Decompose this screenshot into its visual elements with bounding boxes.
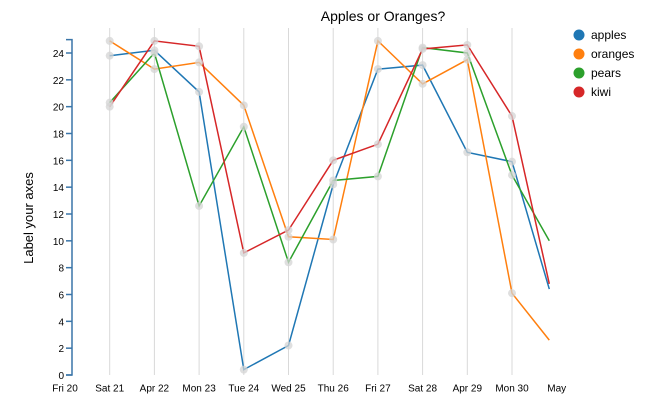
data-point-kiwi	[329, 156, 338, 165]
legend-swatch-oranges[interactable]	[573, 48, 585, 60]
y-tick-label: 2	[58, 344, 64, 355]
legend-swatch-pears[interactable]	[573, 67, 585, 79]
data-point-kiwi	[150, 36, 159, 45]
series-line-oranges	[109, 39, 550, 341]
x-tick-label: Tue 24	[228, 383, 259, 394]
data-point-oranges	[239, 101, 248, 110]
y-tick-label: 12	[53, 210, 65, 221]
data-point-apples	[418, 61, 427, 70]
y-tick-label: 24	[53, 49, 65, 60]
data-point-kiwi	[418, 44, 427, 53]
series-layer	[109, 39, 551, 371]
x-axis: Fri 20 Sat 21 Apr 22 Mon 23 Tue 24 Wed 25 Thu …	[52, 383, 566, 394]
legend: apples oranges pears kiwi	[573, 28, 634, 99]
x-tick-label: Sat 28	[408, 383, 437, 394]
y-tick-label: 16	[53, 156, 65, 167]
y-tick-label: 8	[58, 264, 64, 275]
data-point-oranges	[418, 79, 427, 88]
legend-label-pears[interactable]: pears	[591, 66, 621, 80]
y-tick-label: 0	[58, 371, 64, 382]
data-point-oranges	[508, 289, 516, 298]
x-tick-label: Mon 30	[495, 383, 529, 394]
data-point-kiwi	[463, 40, 472, 49]
y-tick-label: 18	[53, 130, 65, 141]
x-tick-label: Apr 22	[140, 383, 170, 394]
x-tick-label: Apr 29	[453, 383, 483, 394]
data-point-apples	[284, 341, 293, 350]
data-point-apples	[105, 51, 114, 60]
legend-label-apples[interactable]: apples	[591, 28, 626, 42]
points-layer	[105, 36, 516, 374]
data-point-oranges	[373, 36, 382, 45]
y-axis-line	[66, 38, 73, 376]
grid	[109, 28, 513, 375]
data-point-pears	[508, 171, 516, 180]
legend-label-oranges[interactable]: oranges	[591, 47, 634, 61]
data-point-oranges	[105, 36, 114, 45]
data-point-pears	[150, 49, 159, 57]
y-tick-label: 4	[58, 317, 64, 328]
y-tick-label: 6	[58, 291, 64, 302]
x-tick-label: Thu 26	[318, 383, 350, 394]
chart-title: Apples or Oranges?	[321, 8, 446, 24]
x-tick-label: Wed 25	[271, 383, 306, 394]
x-tick-label: Sat 21	[95, 383, 124, 394]
data-point-kiwi	[195, 42, 204, 51]
data-point-apples	[463, 148, 472, 157]
data-point-pears	[329, 176, 338, 185]
data-point-oranges	[284, 232, 293, 241]
x-tick-label: Mon 23	[182, 383, 216, 394]
data-point-apples	[373, 65, 382, 74]
y-axis-label: Label your axes	[21, 172, 36, 264]
data-point-oranges	[195, 58, 204, 67]
data-point-oranges	[150, 65, 159, 74]
x-tick-label: May	[547, 383, 566, 394]
legend-label-kiwi[interactable]: kiwi	[591, 85, 611, 99]
legend-swatch-kiwi[interactable]	[573, 86, 585, 98]
data-point-oranges	[329, 235, 338, 244]
data-point-kiwi	[284, 226, 293, 235]
data-point-kiwi	[508, 112, 516, 121]
data-point-kiwi	[105, 102, 114, 111]
data-point-apples	[239, 365, 248, 374]
data-point-pears	[195, 201, 204, 210]
series-line-kiwi	[109, 40, 551, 284]
y-tick-label: 10	[53, 237, 65, 248]
data-point-apples	[195, 87, 204, 96]
x-tick-label: Fri 27	[365, 383, 391, 394]
data-point-pears	[239, 122, 248, 131]
x-tick-label: Fri 20	[52, 383, 78, 394]
y-tick-label: 22	[53, 76, 65, 87]
data-point-pears	[373, 172, 382, 181]
data-point-oranges	[463, 55, 472, 64]
data-point-kiwi	[239, 248, 248, 257]
data-point-pears	[463, 49, 472, 57]
data-point-apples	[508, 157, 516, 166]
data-point-kiwi	[373, 140, 382, 149]
data-point-pears	[284, 258, 293, 267]
y-tick-label: 14	[53, 183, 65, 194]
y-tick-label: 20	[53, 103, 65, 114]
legend-swatch-apples[interactable]	[573, 29, 585, 41]
